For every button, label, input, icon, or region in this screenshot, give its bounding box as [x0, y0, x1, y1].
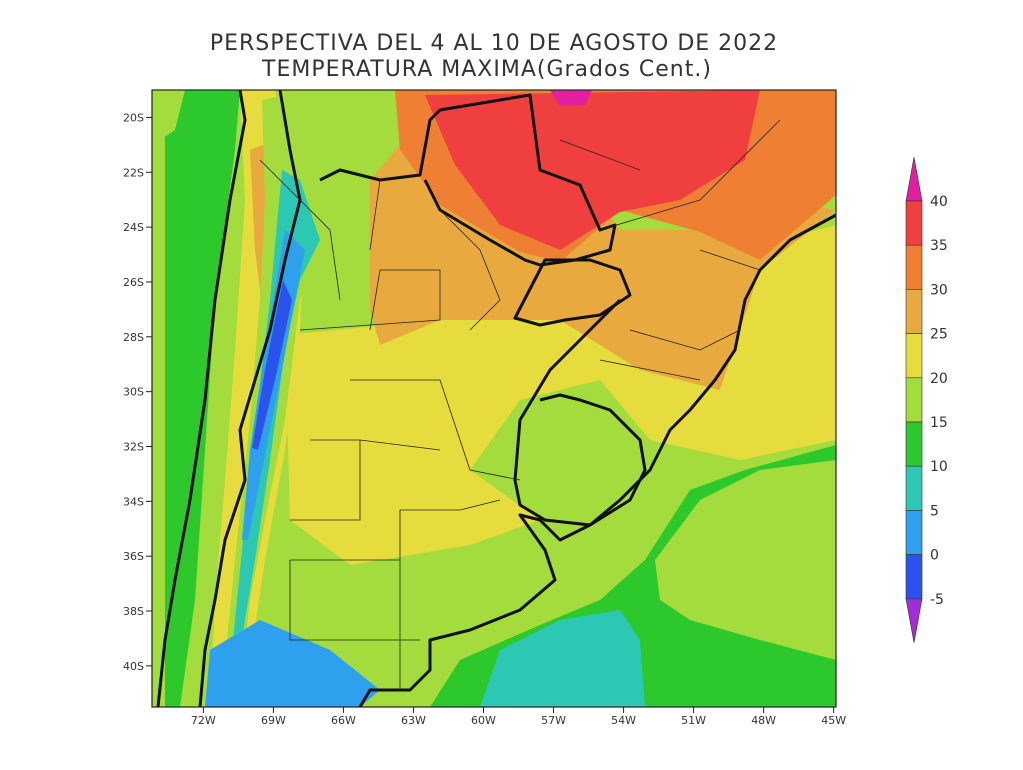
- colorbar-label: 25: [930, 327, 948, 343]
- temperature-region: [232, 170, 320, 650]
- title-line: PERSPECTIVA DEL 4 AL 10 DE AGOSTO DE 202…: [210, 31, 778, 56]
- lon-tick-label: 57W: [541, 714, 566, 727]
- chile-border: [198, 90, 302, 707]
- lon-tick-label: 45W: [821, 714, 846, 727]
- lon-tick-label: 66W: [331, 714, 356, 727]
- colorbar-bin: [905, 377, 923, 423]
- lon-tick-label: 72W: [191, 714, 216, 727]
- title-line: TEMPERATURA MAXIMA(Grados Cent.): [261, 57, 712, 82]
- temperature-region: [285, 300, 600, 565]
- colorbar-label: 20: [930, 371, 948, 387]
- colorbar-bin: [905, 510, 923, 555]
- colorbar-arrow: [905, 598, 923, 643]
- lat-tick-label: 26S: [123, 276, 144, 289]
- lat-tick-label: 20S: [123, 111, 144, 124]
- lon-tick-label: 48W: [751, 714, 776, 727]
- lon-tick-label: 51W: [681, 714, 706, 727]
- lat-tick-label: 22S: [123, 166, 144, 179]
- lat-tick-label: 24S: [123, 221, 144, 234]
- temperature-region: [550, 90, 592, 106]
- lat-tick-label: 38S: [123, 605, 144, 618]
- colorbar-label: 30: [930, 282, 948, 298]
- colorbar-bin: [905, 244, 923, 290]
- borders: [156, 90, 836, 707]
- lat-tick-label: 40S: [123, 660, 144, 673]
- colorbar-label: 10: [930, 459, 948, 475]
- colorbar-label: -5: [930, 592, 944, 608]
- colorbar: 40 35 30 25 20 15 10 5 0 -5: [905, 156, 948, 643]
- temperature-field: [152, 90, 836, 707]
- colorbar-arrow: [905, 156, 923, 202]
- temperature-region: [655, 460, 836, 660]
- colorbar-label: 15: [930, 415, 948, 431]
- colorbar-bin: [905, 289, 923, 334]
- misiones-border: [513, 258, 632, 327]
- lon-tick-label: 54W: [611, 714, 636, 727]
- colorbar-bin: [905, 465, 923, 511]
- temperature-region: [165, 90, 240, 707]
- colorbar-bin: [905, 333, 923, 379]
- lon-tick-label: 63W: [401, 714, 426, 727]
- paraguay-border: [319, 93, 617, 267]
- temperature-region: [425, 90, 760, 250]
- colorbar-label: 40: [930, 194, 948, 210]
- temperature-region: [152, 90, 185, 140]
- lon-tick-label: 69W: [261, 714, 286, 727]
- lat-tick-label: 28S: [123, 331, 144, 344]
- temperature-region: [205, 620, 380, 707]
- lat-tick-label: 36S: [123, 550, 144, 563]
- lat-tick-label: 34S: [123, 495, 144, 508]
- colorbar-label: 0: [930, 548, 939, 564]
- colorbar-bin: [905, 554, 923, 600]
- atlantic-coast: [358, 213, 836, 707]
- colorbar-bin: [905, 421, 923, 467]
- lat-tick-label: 30S: [123, 386, 144, 399]
- colorbar-label: 35: [930, 238, 948, 254]
- colorbar-label: 5: [930, 503, 939, 519]
- colorbar-bin: [905, 200, 923, 246]
- lat-tick-label: 32S: [123, 440, 144, 453]
- temperature-region: [252, 280, 292, 450]
- temperature-region: [480, 610, 645, 707]
- lon-tick-label: 60W: [471, 714, 496, 727]
- axes: 20S 22S 24S 26S 28S 30S 32S 34S 36S 38S 40S 72W 69W 6…: [123, 111, 846, 727]
- pacific-coast: [156, 90, 247, 707]
- map-frame: [151, 89, 837, 708]
